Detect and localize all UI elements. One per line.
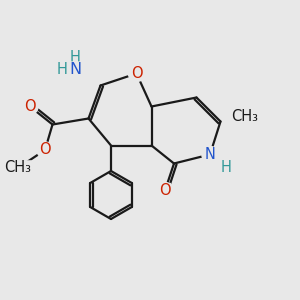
Text: H: H (57, 61, 68, 76)
Text: O: O (159, 183, 171, 198)
Circle shape (128, 65, 145, 82)
Text: N: N (205, 147, 215, 162)
Circle shape (37, 142, 53, 158)
Text: O: O (131, 66, 142, 81)
Text: O: O (39, 142, 51, 158)
Circle shape (157, 182, 173, 199)
Text: H: H (220, 160, 231, 175)
Circle shape (22, 98, 38, 115)
Text: CH₃: CH₃ (232, 109, 259, 124)
Text: O: O (24, 99, 36, 114)
Text: CH₃: CH₃ (4, 160, 32, 175)
Text: H: H (70, 50, 80, 65)
Circle shape (202, 146, 218, 163)
Text: N: N (69, 61, 81, 76)
